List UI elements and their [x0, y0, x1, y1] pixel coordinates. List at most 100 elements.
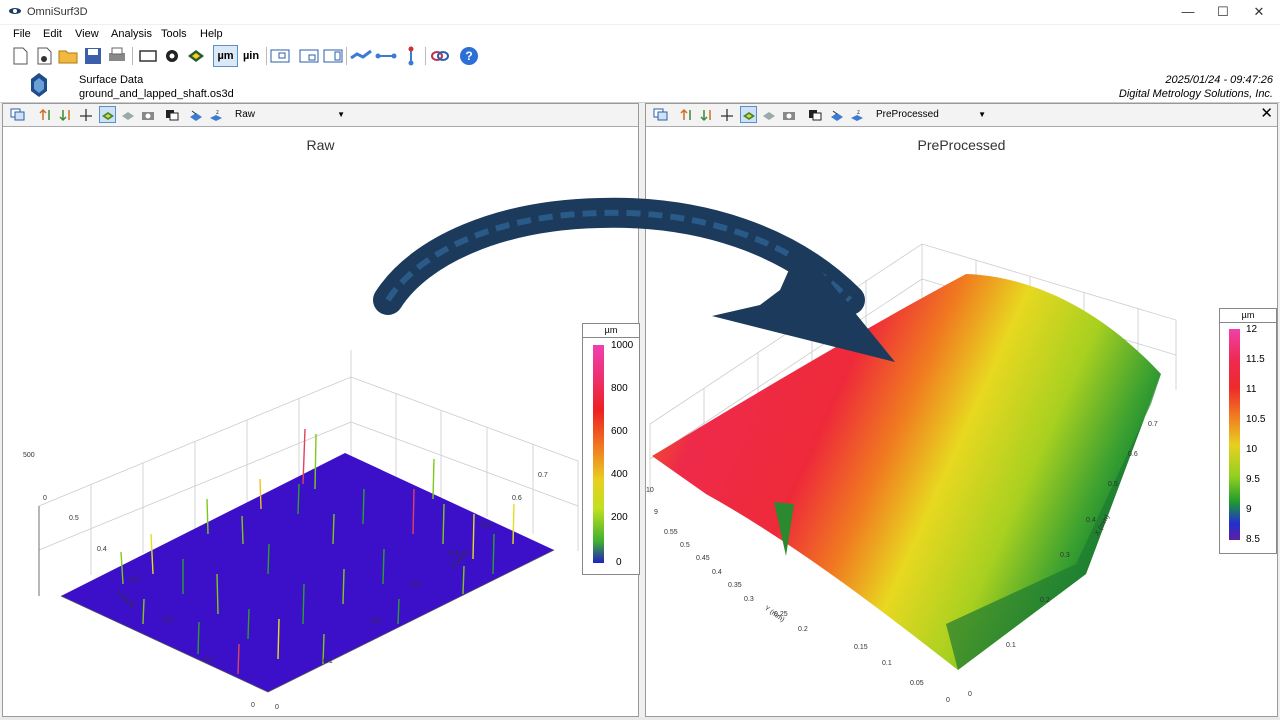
colorbar-tick: 12 [1246, 324, 1258, 335]
x-tick: 0.6 [512, 495, 522, 502]
y-tick: 0.4 [712, 569, 722, 576]
app-logo-icon [9, 8, 21, 14]
help-icon[interactable]: ? [458, 45, 480, 67]
camera-icon[interactable] [780, 106, 797, 123]
surface-data-label: Surface Data [79, 74, 144, 86]
gear-icon[interactable] [161, 45, 183, 67]
status-bar [0, 717, 1280, 720]
open-folder-icon[interactable] [57, 45, 79, 67]
menu-analysis[interactable]: Analysis [111, 28, 152, 40]
company-name: Digital Metrology Solutions, Inc. [1118, 88, 1273, 100]
background-icon[interactable] [806, 106, 823, 123]
minimize-icon[interactable]: — [1181, 4, 1195, 19]
height-tool-icon[interactable] [400, 45, 422, 67]
copy-image-icon[interactable] [9, 106, 26, 123]
y-tick: 0.3 [129, 577, 139, 584]
raw-surface [61, 453, 554, 692]
sort-down-icon[interactable] [698, 106, 715, 123]
y-tick: 0.1 [882, 660, 892, 667]
surface-3d-icon[interactable] [740, 106, 757, 123]
svg-text:z: z [216, 110, 219, 116]
view-mode-dropdown[interactable]: Raw ▼ [231, 106, 347, 123]
surface-flat-icon[interactable] [119, 106, 136, 123]
surface-3d-icon[interactable] [99, 106, 116, 123]
colorbar-tick: 11 [1246, 384, 1257, 395]
preprocessed-plot-title: PreProcessed [917, 137, 1006, 153]
colorbar-gradient [1229, 329, 1240, 540]
y-tick: 0.45 [696, 555, 710, 562]
colorbar-tick: 11.5 [1246, 354, 1265, 365]
sort-down-icon[interactable] [57, 106, 74, 123]
x-tick: 0.1 [1006, 642, 1016, 649]
colorbar-unit: µm [583, 325, 639, 338]
x-tick: 0 [275, 704, 279, 711]
y-tick: 0.5 [680, 542, 690, 549]
colorbar-gradient [593, 345, 604, 563]
units-microinch-button[interactable]: µin [242, 50, 260, 62]
file-name: ground_and_lapped_shaft.os3d [79, 88, 234, 100]
surface-pit [774, 502, 794, 556]
view-mode-value: PreProcessed [876, 109, 939, 120]
colorbar-tick: 10 [1246, 444, 1258, 455]
view-mode-dropdown[interactable]: PreProcessed ▼ [872, 106, 988, 123]
view-mode-value: Raw [235, 109, 256, 120]
profile-tool-icon[interactable] [350, 45, 372, 67]
distance-tool-icon[interactable] [375, 45, 397, 67]
y-tick: 0.1 [203, 657, 213, 664]
background-icon[interactable] [163, 106, 180, 123]
menu-tools[interactable]: Tools [161, 28, 187, 40]
x-tick: 0 [968, 691, 972, 698]
units-micrometer-button[interactable]: µm [213, 45, 238, 67]
z-tick: 500 [23, 452, 35, 459]
save-icon[interactable] [82, 45, 104, 67]
print-icon[interactable] [106, 45, 128, 67]
y-tick: 0.35 [728, 582, 742, 589]
x-tick: 0.5 [1108, 481, 1118, 488]
filter-icon[interactable] [185, 45, 207, 67]
region-select-icon[interactable] [137, 45, 159, 67]
layout-split-icon[interactable] [298, 45, 320, 67]
panel-toolbar: z PreProcessed ▼ ✕ [646, 104, 1277, 127]
layout-single-icon[interactable] [269, 45, 291, 67]
link-icon[interactable] [429, 45, 451, 67]
menu-edit[interactable]: Edit [43, 28, 62, 40]
y-tick: 0.2 [163, 617, 173, 624]
axis-icon[interactable] [718, 106, 735, 123]
z-tick: 10 [646, 487, 654, 494]
y-tick: 0.3 [744, 596, 754, 603]
colorbar-tick: 8.5 [1246, 534, 1260, 545]
colorbar-tick: 9.5 [1246, 474, 1260, 485]
z-scale-icon[interactable]: z [848, 106, 865, 123]
new-file-icon[interactable] [9, 45, 31, 67]
new-settings-icon[interactable] [33, 45, 55, 67]
close-panel-icon[interactable]: ✕ [1260, 105, 1273, 122]
maximize-icon[interactable]: ☐ [1217, 4, 1229, 19]
x-tick: 0.3 [1060, 552, 1070, 559]
rotate-icon[interactable] [187, 106, 204, 123]
menu-help[interactable]: Help [200, 28, 223, 40]
y-tick: 0.2 [798, 626, 808, 633]
sort-up-icon[interactable] [37, 106, 54, 123]
rotate-icon[interactable] [828, 106, 845, 123]
colorbar-tick: 0 [616, 557, 622, 568]
x-tick: 0.4 [1086, 517, 1096, 524]
copy-image-icon[interactable] [652, 106, 669, 123]
preprocessed-3d-plot: 10 9 0.55 0.5 0.45 0.4 0.35 0.3 0.25 0.2… [646, 243, 1177, 704]
close-icon[interactable]: ✕ [1253, 4, 1265, 19]
x-tick: 0.7 [538, 472, 548, 479]
raw-spikes [120, 428, 515, 675]
x-tick: 0.1 [323, 658, 333, 665]
layout-side-icon[interactable] [322, 45, 344, 67]
y-tick: 0.25 [774, 611, 788, 618]
z-scale-icon[interactable]: z [207, 106, 224, 123]
surface-flat-icon[interactable] [760, 106, 777, 123]
menu-view[interactable]: View [75, 28, 99, 40]
camera-icon[interactable] [139, 106, 156, 123]
info-bar: Surface Data ground_and_lapped_shaft.os3… [0, 69, 1280, 103]
sort-up-icon[interactable] [678, 106, 695, 123]
axis-icon[interactable] [77, 106, 94, 123]
menu-file[interactable]: File [13, 28, 31, 40]
x-tick: 0.4 [449, 550, 459, 557]
chevron-down-icon: ▼ [978, 110, 986, 119]
